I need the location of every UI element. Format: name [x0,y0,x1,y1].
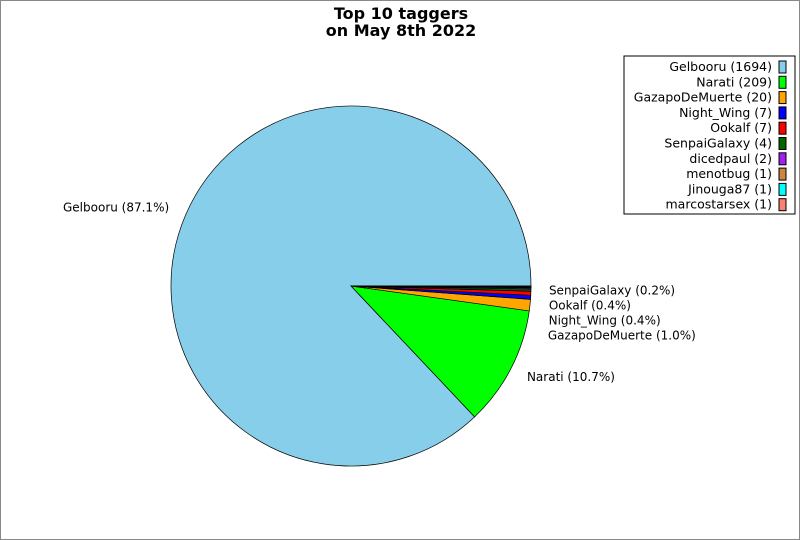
legend-swatch-jinouga87 [778,182,787,196]
legend-entry-label: Ookalf (7) [710,120,772,135]
slice-label-senpaigalaxy: SenpaiGalaxy (0.2%) [549,283,675,297]
legend-swatch-menotbug [778,167,787,181]
legend-entry-label: SenpaiGalaxy (4) [664,136,772,151]
legend: Gelbooru (1694)Narati (209)GazapoDeMuert… [623,55,796,215]
slice-label-ookalf: Ookalf (0.4%) [549,298,631,312]
slice-label-night_wing: Night_Wing (0.4%) [549,313,661,327]
legend-swatch-marcostarsex [778,198,787,212]
slice-label-gelbooru: Gelbooru (87.1%) [63,201,169,215]
legend-swatch-dicedpaul [778,152,787,166]
slice-label-gazapodemuerte: GazapoDeMuerte (1.0%) [548,328,696,342]
legend-swatch-night_wing [778,106,787,120]
legend-box [623,55,796,215]
chart-title-line-2: on May 8th 2022 [326,21,476,40]
slice-label-narati: Narati (10.7%) [527,370,615,384]
legend-entry-label: Gelbooru (1694) [669,59,772,74]
legend-swatch-gelbooru [778,60,787,74]
legend-entry-label: marcostarsex (1) [666,197,773,212]
legend-entry-label: Jinouga87 (1) [687,181,772,196]
legend-entry-label: menotbug (1) [686,166,772,181]
legend-swatch-senpaigalaxy [778,137,787,150]
pie-slice-marcostarsex [350,285,532,287]
legend-entry-label: Night_Wing (7) [679,105,772,120]
chart-title-line-1: Top 10 taggers [334,4,468,23]
legend-swatch-gazapodemuerte [778,91,787,105]
legend-swatch-ookalf [778,121,787,135]
legend-entry-label: GazapoDeMuerte (20) [634,90,772,105]
legend-swatch-narati [778,75,787,89]
legend-entry-label: Narati (209) [696,74,772,89]
pie-slice-narati [350,285,530,418]
legend-entry-label: dicedpaul (2) [689,151,772,166]
